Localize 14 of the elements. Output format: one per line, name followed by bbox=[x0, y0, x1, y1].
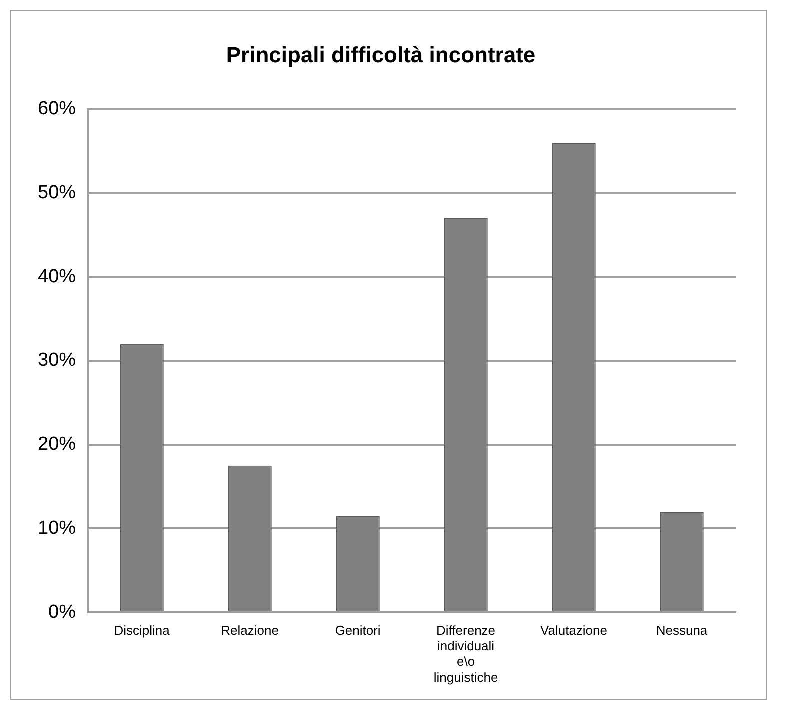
y-tick-label: 20% bbox=[38, 434, 76, 456]
y-tick-label: 30% bbox=[38, 350, 76, 372]
x-tick-label: Nessuna bbox=[656, 622, 708, 638]
y-tick-label: 60% bbox=[38, 98, 76, 120]
y-tick-label: 10% bbox=[38, 518, 76, 539]
x-tick-label: Genitori bbox=[335, 622, 381, 638]
x-tick-label: Disciplina bbox=[114, 622, 171, 638]
x-tick-label: Valutazione bbox=[540, 622, 608, 638]
y-tick-label: 0% bbox=[48, 602, 76, 623]
x-tick-label: Relazione bbox=[221, 622, 279, 638]
y-tick-label: 50% bbox=[38, 182, 76, 204]
chart-title: Principali difficoltà incontrate bbox=[226, 42, 536, 68]
x-tick-label: Differenze individuali e\o linguistiche bbox=[434, 622, 498, 685]
y-tick-label: 40% bbox=[38, 266, 76, 288]
